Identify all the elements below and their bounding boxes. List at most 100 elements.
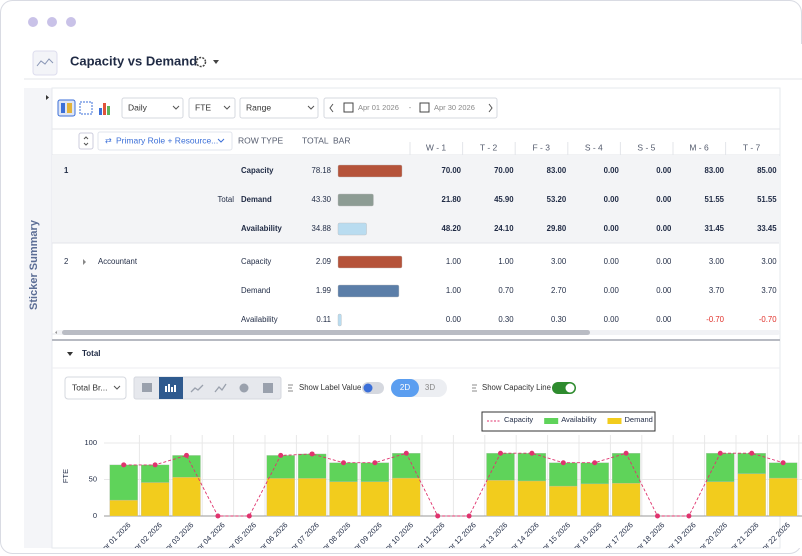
page-title: Capacity vs Demand — [70, 53, 197, 68]
chart-icon — [32, 50, 58, 76]
row-type: Capacity — [241, 257, 271, 266]
row-type: Availability — [241, 315, 278, 324]
show-label-value: Show Label Value — [299, 383, 361, 392]
sidebar-toggle[interactable] — [46, 95, 49, 100]
capacity-point — [403, 450, 409, 456]
bar-segment — [109, 499, 138, 517]
row-total: 34.88 — [311, 224, 331, 233]
bar-view-icon[interactable] — [107, 106, 110, 115]
view-icon-selected[interactable] — [57, 99, 76, 117]
bar-segment — [360, 462, 390, 482]
mode-2d-selected[interactable] — [391, 379, 419, 397]
group-background — [52, 155, 779, 243]
period-select[interactable] — [121, 97, 184, 119]
cell-value: 83.00 — [547, 166, 567, 175]
cell-value: 0.00 — [604, 257, 620, 266]
day-header: W - 1 — [426, 142, 447, 152]
legend-label: Demand — [624, 415, 652, 424]
bar-segment — [297, 453, 327, 479]
capacity-point — [780, 460, 786, 466]
total-bar — [337, 255, 403, 269]
bar-segment — [549, 462, 578, 487]
end-date: Apr 30 2026 — [434, 103, 475, 112]
total-bar — [337, 222, 367, 236]
bar-segment — [172, 477, 201, 517]
cell-value: 70.00 — [494, 166, 514, 175]
sort-button[interactable] — [78, 132, 94, 150]
section-toggle[interactable] — [67, 352, 73, 356]
cell-value: 0.00 — [656, 315, 672, 324]
view-icon-part — [67, 103, 72, 113]
date-range[interactable] — [323, 97, 498, 119]
table-body: 1 Total Capacity 78.18 70.00 70.00 83.00 0.00 0.… — [52, 155, 779, 335]
chart-type-icon[interactable] — [263, 383, 273, 393]
unit-select[interactable] — [188, 97, 236, 119]
scroll-left[interactable] — [55, 331, 57, 334]
legend-label: Capacity — [504, 415, 533, 424]
capacity-point — [372, 460, 378, 466]
cell-value: 51.55 — [757, 195, 777, 204]
cell-value: 33.45 — [757, 224, 777, 233]
capacity-point — [623, 450, 629, 456]
group-id: 2 — [64, 257, 68, 266]
bar-segment — [706, 453, 735, 482]
cell-value: 0.00 — [656, 224, 672, 233]
section-title: Total — [82, 349, 101, 358]
bar-view-icon[interactable] — [103, 103, 106, 115]
bar-segment — [109, 464, 138, 501]
sidebar — [24, 88, 52, 548]
cell-value: 0.70 — [498, 286, 514, 295]
sort-icon — [83, 136, 89, 146]
cell-value: 70.00 — [441, 166, 461, 175]
day-header: M - 6 — [689, 142, 709, 152]
settings-icon[interactable] — [195, 56, 207, 68]
cell-value: 29.80 — [547, 224, 567, 233]
bar-segment — [360, 481, 390, 517]
legend-swatch — [544, 418, 559, 424]
bar-segment — [486, 480, 515, 517]
cell-value: 0.00 — [446, 315, 462, 324]
bar-segment — [517, 480, 547, 517]
bar-view-icon[interactable] — [99, 108, 102, 115]
total-bar — [337, 313, 342, 327]
breakdown-select[interactable] — [64, 376, 127, 400]
bar-segment — [392, 453, 421, 479]
mode-3d[interactable]: 3D — [425, 383, 435, 392]
capacity-point — [278, 452, 284, 458]
window-dot — [28, 17, 38, 27]
cell-value: 3.70 — [709, 286, 725, 295]
row-total: 1.99 — [316, 286, 331, 295]
chart-type-icon[interactable] — [190, 384, 204, 393]
bar-segment — [580, 483, 609, 517]
scroll-thumb[interactable] — [62, 330, 590, 335]
calendar-icon[interactable] — [419, 102, 430, 113]
cell-value: 83.00 — [704, 166, 724, 175]
cell-value: 0.00 — [604, 224, 620, 233]
range-select[interactable] — [239, 97, 319, 119]
expand-toggle[interactable] — [83, 259, 86, 265]
next-arrow[interactable] — [488, 103, 493, 113]
calendar-icon[interactable] — [343, 102, 354, 113]
prev-arrow[interactable] — [329, 103, 334, 113]
chart-type-icon[interactable] — [165, 384, 176, 392]
chart-type-icon[interactable] — [214, 383, 227, 393]
cell-value: 1.00 — [446, 286, 462, 295]
bar-segment — [611, 482, 641, 517]
group-select[interactable] — [97, 131, 233, 151]
settings-caret[interactable] — [213, 60, 219, 64]
bar-segment — [329, 462, 358, 482]
chart-type-icon[interactable] — [142, 383, 152, 392]
cell-value: 31.45 — [704, 224, 724, 233]
grid-view-icon[interactable] — [79, 101, 93, 115]
cell-value: 24.10 — [494, 224, 514, 233]
cell-value: 3.70 — [761, 286, 777, 295]
window-dot — [47, 17, 57, 27]
period-value: Daily — [128, 102, 148, 112]
cell-value: 3.00 — [761, 257, 777, 266]
cell-value: 0.30 — [551, 315, 567, 324]
day-header: T - 7 — [743, 142, 761, 152]
label-option-icon — [288, 384, 293, 392]
row-type: Capacity — [241, 166, 274, 175]
chart-type-icon[interactable] — [239, 383, 249, 393]
day-header: S - 4 — [585, 142, 603, 152]
